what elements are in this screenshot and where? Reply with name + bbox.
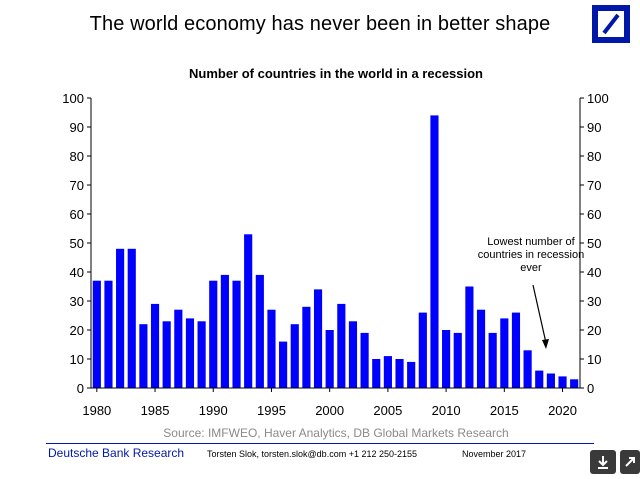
bar-1993 — [244, 234, 253, 388]
logo-slash-icon — [602, 13, 620, 35]
y-tick-label-right: 30 — [587, 294, 601, 309]
bar-2016 — [511, 312, 521, 388]
bar-2015 — [500, 318, 509, 388]
expand-button[interactable] — [620, 450, 640, 474]
bar-1999 — [313, 289, 323, 388]
bar-2008 — [418, 312, 427, 388]
y-tick-label-right: 50 — [587, 236, 601, 251]
annotation-arrowhead — [542, 339, 549, 349]
chart-title: Number of countries in the world in a re… — [189, 66, 483, 81]
expand-icon — [625, 457, 635, 467]
x-tick-label-1995: 1995 — [257, 403, 286, 418]
y-tick-label-right: 0 — [587, 381, 594, 396]
bar-2018 — [535, 370, 544, 388]
y-tick-label-left: 0 — [77, 381, 84, 396]
x-tick-label-1990: 1990 — [199, 403, 228, 418]
x-tick-label-1980: 1980 — [82, 403, 111, 418]
y-tick-label-left: 60 — [70, 207, 84, 222]
y-tick-label-left: 40 — [70, 265, 84, 280]
y-tick-label-left: 30 — [70, 294, 84, 309]
y-tick-label-right: 80 — [587, 149, 601, 164]
bar-1981 — [104, 280, 113, 388]
y-tick-label-left: 20 — [70, 323, 84, 338]
bar-2011 — [453, 332, 462, 388]
bar-2014 — [488, 332, 497, 388]
bar-1996 — [279, 341, 288, 388]
page-title: The world economy has never been in bett… — [89, 13, 551, 35]
bar-1983 — [127, 248, 136, 388]
bar-2001 — [337, 303, 346, 388]
y-tick-label-right: 100 — [587, 91, 609, 106]
bar-2002 — [348, 321, 358, 388]
bar-2007 — [407, 361, 416, 388]
bar-2012 — [465, 286, 474, 388]
x-tick-label-2020: 2020 — [548, 403, 577, 418]
bar-1991 — [220, 274, 229, 388]
bar-1990 — [209, 280, 218, 388]
bar-1988 — [185, 318, 195, 388]
bar-2019 — [546, 373, 555, 388]
bar-1987 — [174, 309, 183, 388]
bar-1997 — [290, 324, 299, 388]
footer-divider — [46, 443, 594, 444]
bar-1982 — [116, 248, 125, 388]
bar-2017 — [523, 350, 532, 388]
bar-1985 — [150, 303, 160, 388]
x-tick-label-2000: 2000 — [315, 403, 344, 418]
footer-date: November 2017 — [462, 449, 527, 459]
bar-2020 — [558, 376, 567, 388]
bar-1992 — [232, 280, 241, 388]
x-tick-label-2015: 2015 — [490, 403, 519, 418]
y-tick-label-right: 90 — [587, 120, 601, 135]
bar-1986 — [162, 321, 171, 388]
chart-annotation: Lowest number of countries in recession … — [477, 236, 585, 274]
bar-2005 — [383, 356, 392, 388]
y-tick-label-right: 10 — [587, 352, 601, 367]
download-arrow-icon — [598, 456, 608, 469]
y-tick-label-right: 70 — [587, 178, 601, 193]
bar-2006 — [395, 359, 404, 388]
y-tick-label-right: 40 — [587, 265, 601, 280]
bar-2000 — [325, 330, 334, 388]
y-tick-label-left: 70 — [70, 178, 84, 193]
y-tick-label-left: 80 — [70, 149, 84, 164]
bar-2021 — [570, 379, 579, 388]
x-tick-label-1985: 1985 — [141, 403, 170, 418]
bar-1998 — [302, 306, 311, 388]
bar-1995 — [267, 309, 276, 388]
x-tick-label-2010: 2010 — [432, 403, 461, 418]
y-tick-label-left: 10 — [70, 352, 84, 367]
footer-brand: Deutsche Bank Research — [48, 446, 185, 460]
bar-2010 — [442, 330, 451, 388]
bar-1989 — [197, 321, 206, 388]
bar-2009 — [430, 115, 439, 389]
download-button[interactable] — [590, 450, 616, 474]
chart-source: Source: IMFWEO, Haver Analytics, DB Glob… — [163, 426, 509, 440]
bar-1984 — [139, 324, 148, 388]
footer-contact: Torsten Slok, torsten.slok@db.com +1 212… — [207, 449, 418, 459]
y-tick-label-left: 100 — [62, 91, 84, 106]
bar-1980 — [92, 280, 101, 388]
bar-2004 — [372, 359, 381, 388]
bar-2003 — [360, 332, 369, 388]
bar-1994 — [255, 274, 264, 388]
bar-2013 — [476, 309, 486, 388]
y-tick-label-right: 20 — [587, 323, 601, 338]
y-tick-label-left: 90 — [70, 120, 84, 135]
y-tick-label-right: 60 — [587, 207, 601, 222]
deutsche-bank-logo — [592, 5, 630, 43]
x-tick-label-2005: 2005 — [373, 403, 402, 418]
y-tick-label-left: 50 — [70, 236, 84, 251]
annotation-arrow — [532, 284, 547, 344]
